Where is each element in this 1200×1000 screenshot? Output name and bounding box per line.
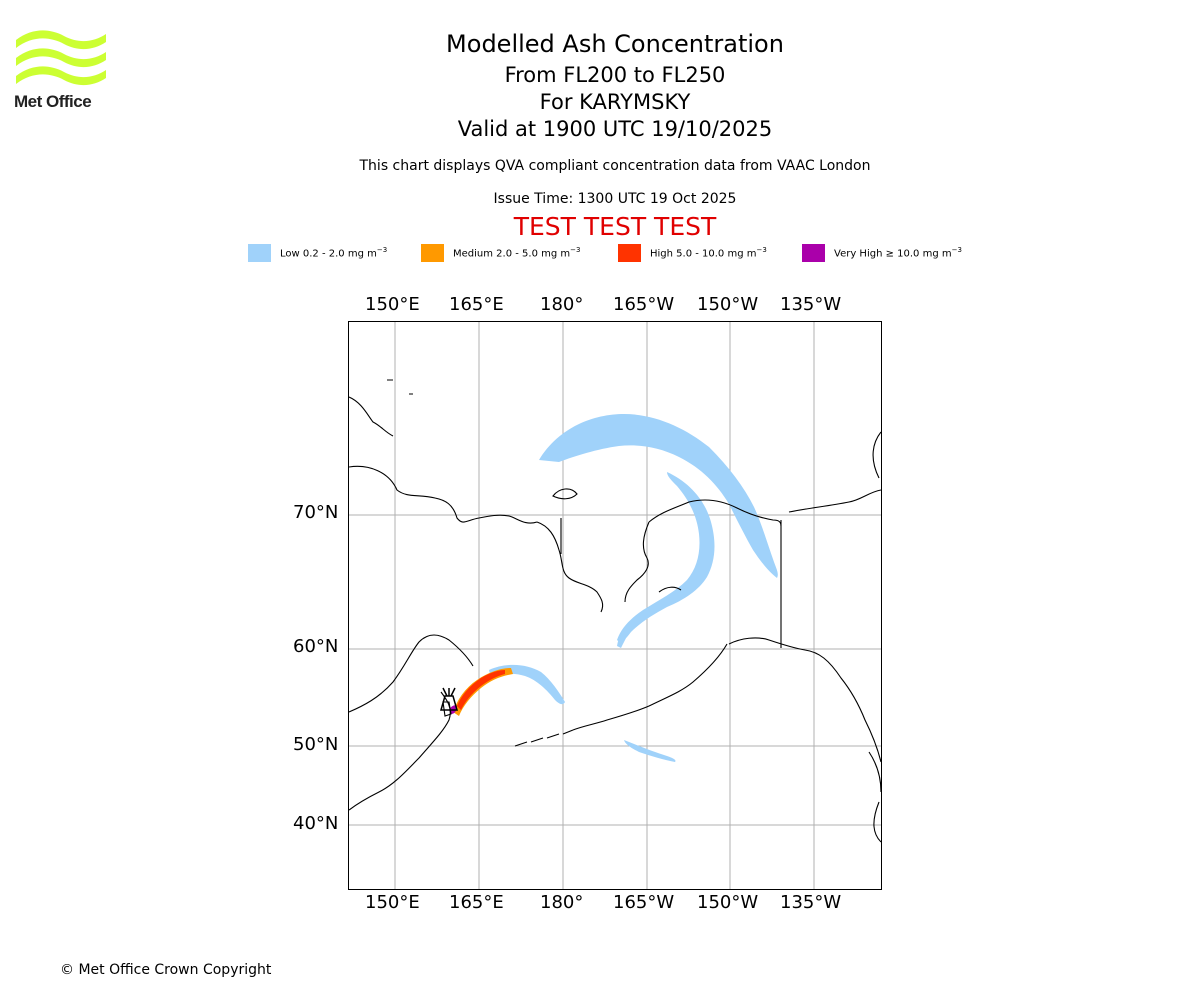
logo-wordmark: Met Office (14, 92, 92, 111)
legend-swatch-medium (421, 244, 444, 262)
description: This chart displays QVA compliant concen… (359, 158, 871, 174)
lon-label-bottom: 165°W (613, 892, 675, 913)
lon-label-top: 165°W (613, 294, 675, 315)
met-office-logo (16, 30, 106, 86)
map-canvas (349, 322, 881, 889)
lon-label-bottom: 135°W (780, 892, 842, 913)
volcano-name: For KARYMSKY (539, 90, 691, 114)
copyright: © Met Office Crown Copyright (60, 962, 272, 978)
lon-label-top: 180° (540, 294, 584, 315)
lon-label-top: 150°E (365, 294, 420, 315)
legend-swatch-very-high (802, 244, 825, 262)
lat-label: 60°N (293, 636, 339, 657)
valid-time: Valid at 1900 UTC 19/10/2025 (457, 117, 773, 141)
graticule (349, 322, 881, 889)
lat-label: 70°N (293, 502, 339, 523)
legend-label-medium: Medium 2.0 - 5.0 mg m−3 (453, 246, 581, 260)
legend-label-high: High 5.0 - 10.0 mg m−3 (650, 246, 767, 260)
ash-high-concentration (449, 668, 513, 716)
lat-label: 40°N (293, 813, 339, 834)
lat-label: 50°N (293, 734, 339, 755)
ash-map (348, 321, 882, 890)
lon-label-bottom: 150°E (365, 892, 420, 913)
flight-level: From FL200 to FL250 (504, 63, 726, 87)
lon-label-top: 135°W (780, 294, 842, 315)
lon-label-top: 150°W (697, 294, 759, 315)
legend-swatch-low (248, 244, 271, 262)
volcano-icon (440, 687, 458, 711)
test-banner: TEST TEST TEST (513, 212, 717, 241)
ash-low-concentration (489, 414, 778, 762)
lon-label-top: 165°E (449, 294, 504, 315)
issue-time: Issue Time: 1300 UTC 19 Oct 2025 (493, 191, 737, 207)
legend-swatch-high (618, 244, 641, 262)
legend-label-very-high: Very High ≥ 10.0 mg m−3 (834, 246, 962, 260)
legend-very-high: Very High ≥ 10.0 mg m−3 (802, 244, 962, 262)
coastlines (349, 379, 881, 843)
lon-label-bottom: 180° (540, 892, 584, 913)
legend-medium: Medium 2.0 - 5.0 mg m−3 (421, 244, 580, 262)
legend-high: High 5.0 - 10.0 mg m−3 (618, 244, 767, 262)
legend-label-low: Low 0.2 - 2.0 mg m−3 (280, 246, 388, 260)
chart-title: Modelled Ash Concentration (446, 30, 784, 58)
legend-low: Low 0.2 - 2.0 mg m−3 (248, 244, 387, 262)
lon-label-bottom: 150°W (697, 892, 759, 913)
lon-label-bottom: 165°E (449, 892, 504, 913)
